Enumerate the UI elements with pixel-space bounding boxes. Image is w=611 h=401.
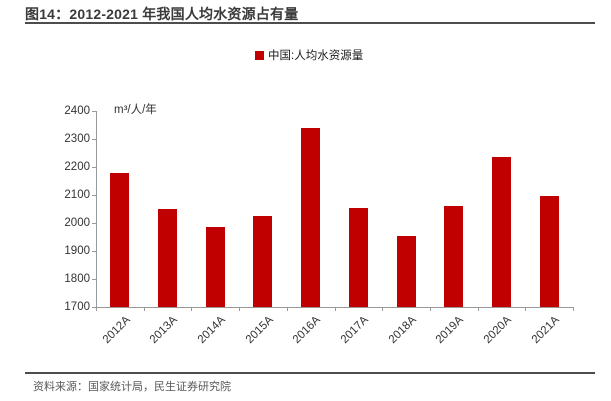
x-axis-label: 2018A (386, 314, 419, 347)
y-axis-tick (92, 307, 96, 308)
bar-2016A (301, 127, 321, 307)
y-axis-label: 2300 (64, 133, 90, 145)
x-axis-label: 2015A (243, 314, 276, 347)
bar-2018A (396, 235, 416, 307)
y-axis-label: 2200 (64, 161, 90, 173)
y-axis-tick (92, 279, 96, 280)
x-axis-label: 2021A (529, 314, 562, 347)
y-axis-label: 1900 (64, 245, 90, 257)
footer-divider (25, 372, 595, 374)
x-axis-tick (573, 307, 574, 311)
bar-2021A (539, 196, 559, 307)
x-axis-tick (334, 307, 336, 311)
x-axis-tick (286, 307, 288, 311)
y-axis-tick (92, 111, 96, 112)
legend-label: 中国:人均水资源量 (268, 50, 364, 62)
x-axis-label: 2020A (481, 314, 514, 347)
x-axis-tick (191, 307, 193, 311)
x-axis-tick (525, 307, 527, 311)
y-axis-tick (92, 139, 96, 140)
x-axis-label: 2019A (434, 314, 467, 347)
source-note: 资料来源：国家统计局，民生证券研究院 (33, 381, 231, 393)
x-axis-tick (429, 307, 431, 311)
x-axis-tick (382, 307, 384, 311)
x-axis-label: 2016A (291, 314, 324, 347)
y-axis-label: 1800 (64, 273, 90, 285)
bar-2014A (205, 227, 225, 307)
y-axis-tick (92, 195, 96, 196)
y-axis-label: 2000 (64, 217, 90, 229)
x-axis-tick (143, 307, 145, 311)
chart-legend: 中国:人均水资源量 (255, 47, 363, 63)
y-axis-tick (92, 167, 96, 168)
y-axis-tick (92, 223, 96, 224)
x-axis-tick (239, 307, 241, 311)
x-axis-tick (96, 307, 97, 311)
y-axis-tick (92, 251, 96, 252)
bar-2015A (253, 216, 273, 307)
bar-2020A (491, 157, 511, 307)
bar-2019A (444, 206, 464, 307)
bar-2017A (348, 207, 368, 307)
y-axis-line (96, 111, 97, 308)
chart-title: 图14：2012-2021 年我国人均水资源占有量 (25, 6, 299, 22)
bar-2013A (158, 209, 178, 307)
x-axis-label: 2014A (195, 314, 228, 347)
bar-2012A (110, 172, 130, 307)
y-axis-unit-label: m³/人/年 (114, 104, 157, 116)
x-axis-label: 2013A (148, 314, 181, 347)
y-axis-label: 2100 (64, 189, 90, 201)
x-axis-label: 2012A (100, 314, 133, 347)
y-axis-label: 2400 (64, 105, 90, 117)
x-axis-label: 2017A (338, 314, 371, 347)
title-divider (25, 22, 595, 24)
x-axis-tick (477, 307, 479, 311)
y-axis-label: 1700 (64, 301, 90, 313)
legend-swatch-icon (255, 50, 264, 60)
